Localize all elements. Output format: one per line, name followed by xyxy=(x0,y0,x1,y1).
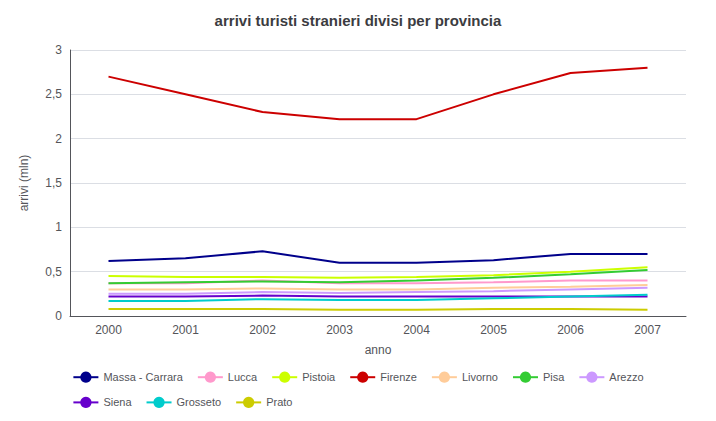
svg-text:2006: 2006 xyxy=(557,323,584,337)
svg-text:Grosseto: Grosseto xyxy=(177,396,222,408)
svg-text:2002: 2002 xyxy=(249,323,276,337)
svg-text:Pistoia: Pistoia xyxy=(302,371,336,383)
svg-text:2005: 2005 xyxy=(480,323,507,337)
svg-text:1,5: 1,5 xyxy=(45,176,62,190)
svg-text:2000: 2000 xyxy=(95,323,122,337)
svg-text:2,5: 2,5 xyxy=(45,87,62,101)
svg-text:Firenze: Firenze xyxy=(380,371,417,383)
svg-text:arrivi (mln): arrivi (mln) xyxy=(17,155,31,212)
svg-text:Massa - Carrara: Massa - Carrara xyxy=(103,371,183,383)
svg-text:Livorno: Livorno xyxy=(462,371,498,383)
svg-text:2004: 2004 xyxy=(403,323,430,337)
svg-text:Arezzo: Arezzo xyxy=(609,371,643,383)
svg-text:2: 2 xyxy=(55,132,62,146)
svg-text:3: 3 xyxy=(55,43,62,57)
svg-text:2003: 2003 xyxy=(326,323,353,337)
svg-text:Lucca: Lucca xyxy=(228,371,258,383)
svg-text:Pisa: Pisa xyxy=(543,371,565,383)
svg-text:2007: 2007 xyxy=(634,323,661,337)
svg-text:anno: anno xyxy=(365,343,392,357)
svg-text:Prato: Prato xyxy=(266,396,292,408)
svg-text:2001: 2001 xyxy=(172,323,199,337)
svg-text:0: 0 xyxy=(55,309,62,323)
svg-text:arrivi turisti stranieri divis: arrivi turisti stranieri divisi per prov… xyxy=(215,12,502,29)
svg-text:0,5: 0,5 xyxy=(45,265,62,279)
svg-text:1: 1 xyxy=(55,220,62,234)
svg-text:Siena: Siena xyxy=(103,396,132,408)
